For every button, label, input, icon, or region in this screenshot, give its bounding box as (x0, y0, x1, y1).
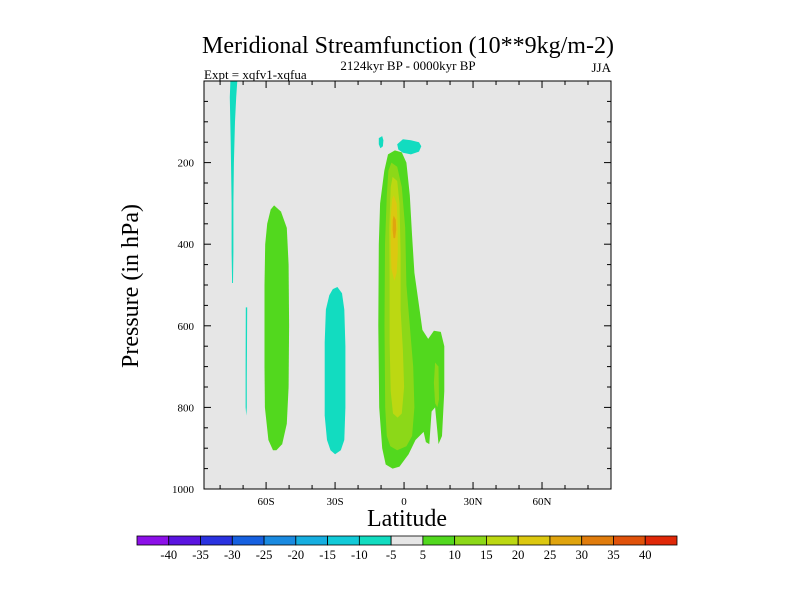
colorbar-swatch (327, 535, 360, 546)
colorbar-label: -20 (287, 548, 304, 562)
colorbar-label: 15 (480, 548, 493, 562)
x-tick-label: 60N (533, 496, 552, 508)
colorbar-label: -10 (351, 548, 368, 562)
colorbar-label: 35 (607, 548, 620, 562)
y-tick-label: 200 (178, 158, 195, 170)
colorbar-swatch (517, 535, 551, 546)
colorbar-label: -30 (224, 548, 241, 562)
x-axis-title: Latitude (367, 506, 447, 532)
colorbar-swatch (390, 535, 424, 546)
contour-pos-peak-tropical (392, 215, 397, 239)
y-axis: 200 400 600 800 1000 (172, 100, 611, 496)
colorbar-label: 5 (420, 548, 426, 562)
x-tick-label: 30N (464, 496, 483, 508)
y-tick-label: 400 (178, 239, 195, 251)
contour-pos-blob-tropical-right (433, 362, 439, 408)
colorbar-label: -15 (319, 548, 336, 562)
contour-neg-strip-high-lat-upper (229, 81, 238, 283)
colorbar-swatch (263, 535, 297, 546)
colorbar-swatch (231, 535, 265, 546)
chart-subtitle: 2124kyr BP - 0000kyr BP (340, 58, 475, 73)
x-tick-label: 30S (327, 496, 344, 508)
contour-neg-cell-southern-subtrop (324, 287, 346, 455)
colorbar-label: 40 (639, 548, 652, 562)
colorbar-swatch (454, 535, 487, 546)
colorbar-label: -40 (160, 548, 177, 562)
chart-title: Meridional Streamfunction (10**9kg/m-2) (202, 33, 614, 59)
colorbar-swatch (549, 535, 583, 546)
contour-neg-blob-upper-oval (397, 139, 422, 155)
contour-pos-cell-southern-midlat (264, 205, 290, 451)
colorbar-swatch (200, 535, 233, 546)
colorbar-swatch (422, 535, 456, 546)
colorbar: -40 -35 -30 -25 -20 -15 -10 -5 5 10 15 20 25 30 35 40 (136, 535, 678, 562)
contour-neg-blob-upper-small (378, 136, 384, 149)
x-tick-label: 0 (401, 496, 407, 508)
y-tick-label: 800 (178, 402, 195, 414)
colorbar-label: 10 (448, 548, 461, 562)
colorbar-label: 20 (512, 548, 525, 562)
contour-neg-strip-high-lat-lower (245, 307, 248, 416)
colorbar-swatch (644, 535, 678, 546)
colorbar-swatch (613, 535, 646, 546)
y-tick-label: 1000 (172, 484, 195, 496)
colorbar-swatch (136, 535, 170, 546)
contour-fills (229, 81, 445, 469)
experiment-label: Expt = xqfv1-xqfua (204, 67, 307, 82)
colorbar-label: -35 (192, 548, 209, 562)
season-label: JJA (591, 60, 611, 75)
y-axis-title: Pressure (in hPa) (118, 204, 144, 368)
colorbar-swatch (295, 535, 328, 546)
colorbar-label: -25 (256, 548, 273, 562)
colorbar-swatch (581, 535, 614, 546)
x-axis: 60S 30S 0 30N 60N (219, 81, 612, 508)
y-tick-label: 600 (178, 321, 195, 333)
colorbar-swatch (168, 535, 201, 546)
colorbar-label: 30 (575, 548, 588, 562)
colorbar-label: 25 (544, 548, 557, 562)
colorbar-swatch (358, 535, 392, 546)
colorbar-swatch (486, 535, 519, 546)
colorbar-label: -5 (386, 548, 396, 562)
x-tick-label: 60S (258, 496, 275, 508)
